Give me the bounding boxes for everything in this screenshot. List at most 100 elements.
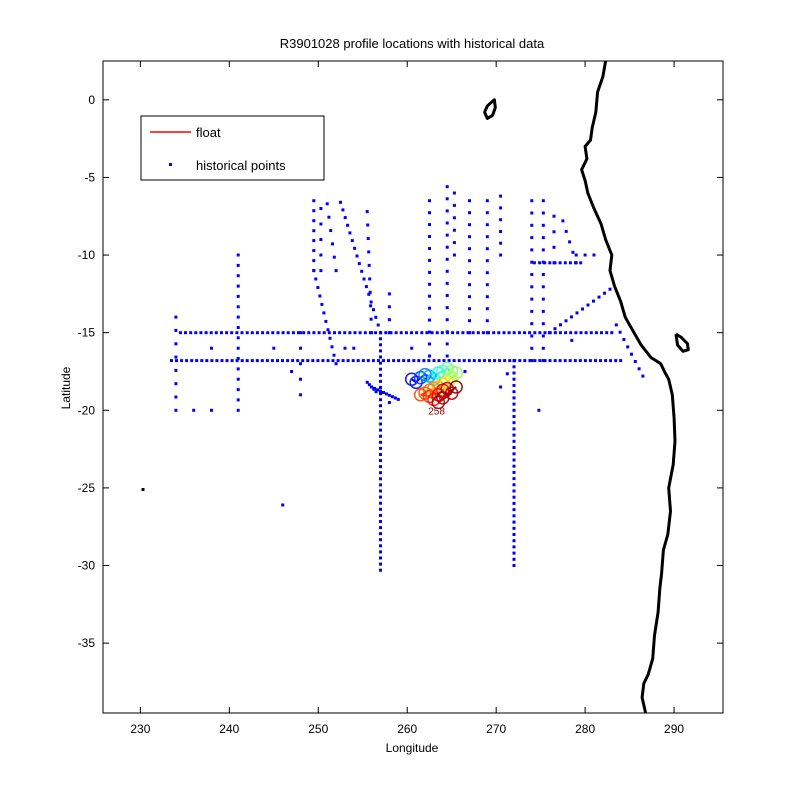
historical-point [314,277,318,281]
historical-point [379,389,382,393]
historical-point [626,345,630,349]
historical-point [442,359,446,363]
historical-point [236,346,240,350]
historical-point [530,322,534,326]
historical-point [485,199,489,203]
historical-point [630,352,633,356]
historical-point [195,359,199,363]
historical-point [440,331,444,335]
historical-point [425,331,429,335]
historical-point [641,374,645,378]
historical-point [369,300,373,304]
historical-point [452,228,456,232]
historical-point [399,331,403,335]
historical-point [468,331,471,335]
historical-point [485,223,489,227]
historical-point [543,359,547,363]
historical-point [530,236,534,240]
historical-point [312,199,316,203]
historical-point [225,359,229,363]
legend-float-label: float [196,125,221,140]
historical-point [512,464,516,468]
historical-point [512,508,516,512]
historical-point [319,207,323,210]
historical-point [281,359,284,363]
historical-point [445,233,449,237]
historical-point [387,292,391,296]
x-axis-label: Longitude [386,741,439,755]
historical-point [343,331,347,335]
historical-point [428,223,431,227]
historical-point [445,245,449,249]
historical-point [541,273,545,276]
historical-point [445,209,449,213]
historical-point [463,370,467,373]
historical-point [358,331,362,335]
historical-point [499,241,503,245]
historical-point [541,211,545,215]
historical-point [379,507,382,511]
historical-point [205,359,209,363]
historical-point [174,368,178,372]
historical-point [204,331,208,335]
historical-point [430,331,434,335]
historical-point [321,359,325,363]
historical-point [445,306,449,310]
historical-point [532,261,536,265]
historical-point [512,421,516,425]
historical-point [468,295,471,299]
historical-point [361,359,365,363]
historical-point [548,359,552,363]
historical-point [174,395,178,399]
historical-point [387,331,391,335]
historical-point [445,197,449,201]
historical-point [468,319,471,323]
historical-point [564,319,568,323]
historical-point [379,477,382,481]
historical-point [236,274,240,278]
historical-point [541,334,545,338]
historical-point [569,331,573,335]
plot-data: 258 [141,60,690,714]
historical-point [541,199,545,203]
historical-point [574,331,578,335]
historical-point [348,231,352,235]
historical-point [528,331,532,335]
historical-point [319,269,323,273]
historical-point [512,520,516,524]
historical-point [428,330,431,334]
historical-point [552,245,556,249]
historical-point [366,223,370,227]
historical-point [379,465,382,469]
historical-point [291,331,295,335]
historical-point [461,331,465,335]
historical-point [564,331,568,335]
historical-point [322,311,326,315]
y-tick-label: -35 [78,636,96,650]
historical-point [397,359,401,363]
historical-point [581,307,584,311]
x-tick-label: 270 [486,722,506,736]
historical-point [367,383,371,387]
historical-point [445,354,449,358]
historical-point [281,331,285,335]
historical-point [428,354,431,358]
historical-point [346,359,350,363]
historical-point [503,359,507,363]
y-tick-label: -15 [78,326,96,340]
historical-point [174,382,178,386]
historical-point [485,211,489,215]
historical-point [355,254,359,258]
historical-point [445,269,449,273]
historical-point [512,359,516,363]
historical-point [320,302,324,306]
historical-point [530,211,534,215]
historical-point [512,557,516,561]
historical-point [214,331,218,335]
historical-point [498,359,502,363]
historical-point [362,277,366,281]
historical-point [317,331,321,335]
historical-point [583,359,587,363]
historical-point [312,269,316,273]
historical-point [312,259,316,263]
